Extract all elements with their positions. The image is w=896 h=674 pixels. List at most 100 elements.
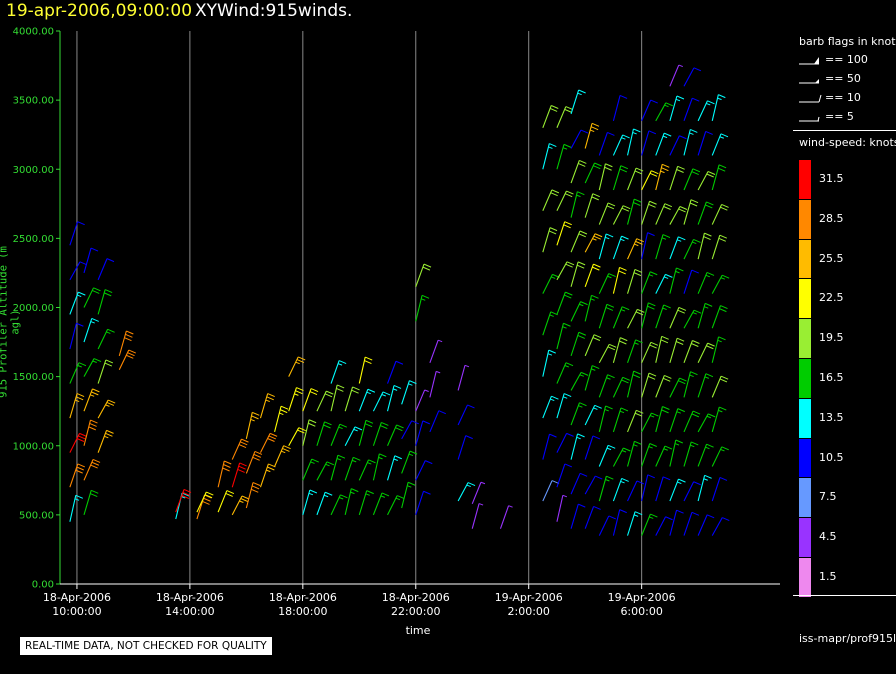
wind-barb [612, 205, 631, 225]
x-tick-time: 14:00:00 [165, 605, 214, 618]
wind-barb [655, 304, 671, 329]
y-tick-label: 2000.00 [13, 303, 54, 314]
wind-barb [669, 206, 688, 225]
wind-barb [683, 67, 702, 87]
wind-barb [711, 336, 726, 363]
wind-barb [83, 388, 100, 412]
wind-barb [372, 391, 391, 412]
wind-barb [542, 433, 557, 460]
wind-barb [612, 235, 629, 260]
wind-barb [598, 515, 617, 536]
wind-barb [711, 446, 729, 467]
x-axis-label: time [406, 624, 431, 637]
wind-barb [669, 267, 684, 294]
wind-barb [711, 375, 729, 398]
wind-barb [570, 89, 586, 115]
y-tick-label: 4000.00 [13, 27, 54, 38]
wind-barb [612, 407, 629, 433]
wind-barb [69, 463, 86, 488]
wind-barb [655, 516, 673, 536]
wind-barb [372, 421, 389, 446]
wind-barb [584, 233, 603, 253]
wind-barb [627, 480, 645, 502]
wind-barb [683, 269, 699, 294]
wind-barb [556, 291, 573, 315]
wind-barb [217, 460, 232, 488]
wind-barb [711, 204, 729, 225]
wind-barb [316, 421, 332, 446]
title-product: XYWind:915winds. [195, 1, 353, 21]
wind-barb [69, 432, 87, 453]
wind-barb [612, 337, 628, 363]
legend-divider-bottom [793, 595, 896, 596]
wind-barb [627, 167, 644, 191]
wind-barb [316, 491, 333, 516]
color-swatch-label: 31.5 [819, 172, 844, 185]
wind-barb [83, 247, 99, 274]
wind-barb [387, 455, 402, 481]
wind-barb [83, 317, 99, 343]
wind-barb [598, 444, 616, 467]
wind-barb [612, 509, 627, 536]
wind-barb [401, 420, 419, 440]
wind-barb [598, 163, 613, 191]
x-tick-date: 18-Apr-2006 [43, 591, 111, 604]
wind-barb [69, 322, 84, 350]
wind-barb [344, 456, 361, 481]
color-swatch-label: 22.5 [819, 291, 844, 305]
wind-barb [358, 356, 373, 384]
wind-barb [217, 490, 235, 513]
wind-barb [231, 495, 250, 516]
wind-barb [542, 480, 560, 502]
wind-barb [598, 343, 617, 364]
wind-barb [386, 385, 402, 412]
wind-barb [570, 261, 586, 287]
color-swatch [799, 279, 811, 319]
wind-barb [669, 337, 685, 363]
barb-layer [69, 64, 730, 536]
wind-barb [655, 102, 674, 122]
wind-barb [626, 370, 641, 398]
wind-barb [118, 349, 137, 370]
y-tick-label: 3500.00 [13, 96, 54, 107]
wind-barb [556, 221, 572, 246]
wind-barb [584, 162, 602, 184]
x-tick-time: 2:00:00 [508, 605, 550, 618]
wind-barb [612, 165, 629, 191]
wind-barb [415, 490, 431, 516]
wind-barb [641, 130, 657, 156]
wind-barb [584, 334, 602, 357]
title-timestamp: 19-apr-2006,09:00:00 [6, 1, 193, 21]
wind-barb [655, 335, 669, 363]
pennant-icon [799, 57, 819, 65]
wind-barb [697, 100, 715, 122]
wind-barb [655, 132, 672, 156]
wind-barb [612, 477, 629, 502]
wind-barb [683, 199, 699, 225]
wind-barb [69, 261, 88, 281]
color-swatch-label: 13.5 [819, 410, 844, 424]
wind-barb [612, 447, 631, 467]
wind-barb [274, 405, 289, 433]
wind-barb [598, 273, 616, 294]
wind-barb [584, 475, 603, 495]
wind-barb [570, 472, 588, 495]
wind-barb [245, 411, 260, 439]
wind-barb [683, 238, 701, 260]
wind-barb [711, 234, 728, 260]
wind-barb [626, 440, 642, 467]
x-tick-date: 19-Apr-2006 [608, 591, 676, 604]
wind-barb [612, 306, 630, 329]
wind-barb [457, 435, 473, 460]
color-swatch [799, 518, 811, 557]
wind-barb [231, 462, 247, 488]
wind-barb [175, 489, 192, 513]
wind-barb [669, 165, 685, 191]
wind-barb [259, 463, 276, 488]
wind-barb [556, 261, 575, 281]
y-tick-label: 500.00 [19, 510, 54, 521]
wind-barb [83, 459, 101, 481]
x-tick-date: 18-Apr-2006 [269, 591, 337, 604]
barb-legend-row: == 50 [799, 72, 861, 88]
wind-barb [570, 191, 585, 218]
